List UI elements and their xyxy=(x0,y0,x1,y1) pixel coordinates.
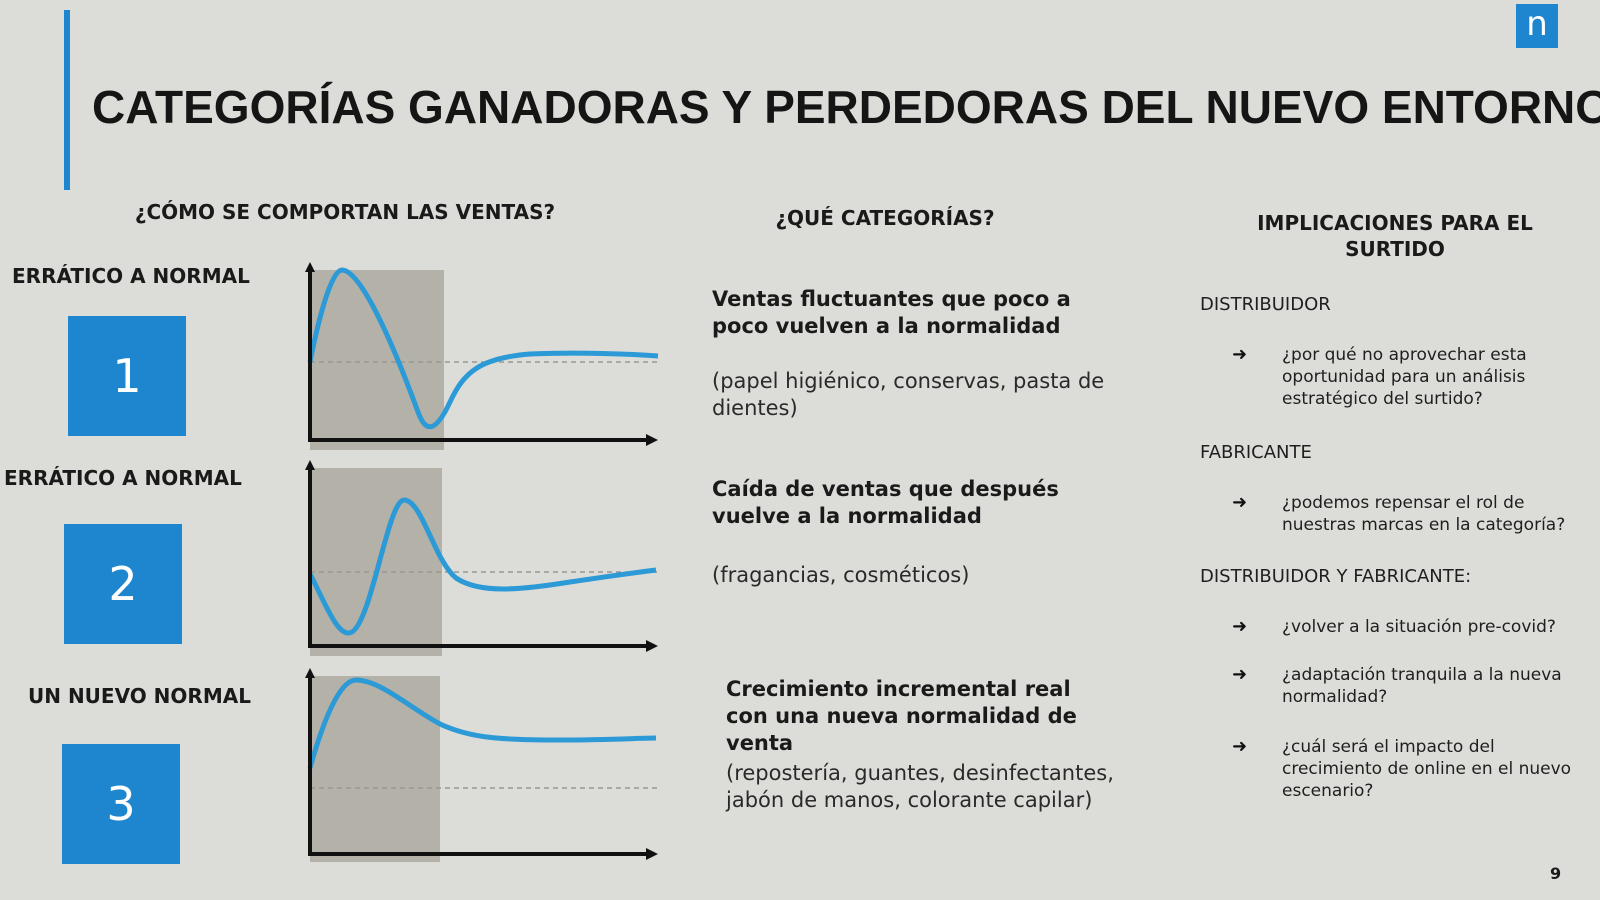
category-description: Crecimiento incremental real con una nue… xyxy=(726,677,1077,755)
category-examples: (papel higiénico, conservas, pasta de di… xyxy=(712,369,1105,420)
x-axis-arrowhead xyxy=(646,640,658,652)
arrow-right-icon: ➜ xyxy=(1232,664,1248,685)
arrow-right-icon: ➜ xyxy=(1232,344,1248,365)
implication-item: ¿por qué no aprovechar esta oportunidad … xyxy=(1282,345,1527,409)
implication-item: ¿volver a la situación pre-covid? xyxy=(1282,617,1556,637)
arrow-right-icon: ➜ xyxy=(1232,736,1248,757)
y-axis-arrowhead xyxy=(305,460,315,470)
scenario-label: ERRÁTICO A NORMAL xyxy=(4,466,242,490)
implication-item: ¿podemos repensar el rol de nuestras mar… xyxy=(1282,493,1566,535)
sales-curve-chart-3 xyxy=(305,668,660,862)
scenario-label: ERRÁTICO A NORMAL xyxy=(12,264,250,288)
brand-logo: n xyxy=(1516,4,1558,48)
column-heading-sales: ¿CÓMO SE COMPORTAN LAS VENTAS? xyxy=(134,200,556,224)
category-description: Caída de ventas que después vuelve a la … xyxy=(712,477,1059,528)
sales-curve-chart-2 xyxy=(305,460,660,656)
arrow-right-icon: ➜ xyxy=(1232,616,1248,637)
disruption-shaded-area xyxy=(310,468,442,656)
y-axis-arrowhead xyxy=(305,668,315,678)
category-examples: (repostería, guantes, desinfectantes, ja… xyxy=(726,761,1114,812)
scenario-number-box: 2 xyxy=(64,524,182,644)
sales-curve xyxy=(307,267,659,430)
x-axis-arrowhead xyxy=(646,434,658,446)
role-heading-both: DISTRIBUIDOR Y FABRICANTE: xyxy=(1200,566,1472,587)
category-description: Ventas fluctuantes que poco a poco vuelv… xyxy=(712,287,1071,338)
sales-curve xyxy=(307,677,657,769)
y-axis-arrowhead xyxy=(305,262,315,272)
arrow-right-icon: ➜ xyxy=(1232,492,1248,513)
scenario-number-box: 3 xyxy=(62,744,180,864)
column-heading-categories: ¿QUÉ CATEGORÍAS? xyxy=(775,206,995,230)
disruption-shaded-area xyxy=(310,676,440,862)
implication-item: ¿cuál será el impacto del crecimiento de… xyxy=(1282,737,1572,801)
page-title: CATEGORÍAS GANADORAS Y PERDEDORAS DEL NU… xyxy=(92,81,1600,133)
scenario-number-box: 1 xyxy=(68,316,186,436)
sales-curve-chart-1 xyxy=(305,262,660,450)
role-heading-manufacturer: FABRICANTE xyxy=(1200,442,1312,463)
x-axis-arrowhead xyxy=(646,848,658,860)
page-number: 9 xyxy=(1550,864,1562,883)
implication-item: ¿adaptación tranquila a la nueva normali… xyxy=(1282,665,1562,707)
role-heading-distributor: DISTRIBUIDOR xyxy=(1200,294,1331,315)
sales-curve xyxy=(307,497,657,636)
accent-bar xyxy=(64,10,70,190)
scenario-label: UN NUEVO NORMAL xyxy=(28,684,251,708)
column-heading-implications: IMPLICACIONES PARA EL SURTIDO xyxy=(1257,211,1533,261)
category-examples: (fragancias, cosméticos) xyxy=(712,563,970,587)
